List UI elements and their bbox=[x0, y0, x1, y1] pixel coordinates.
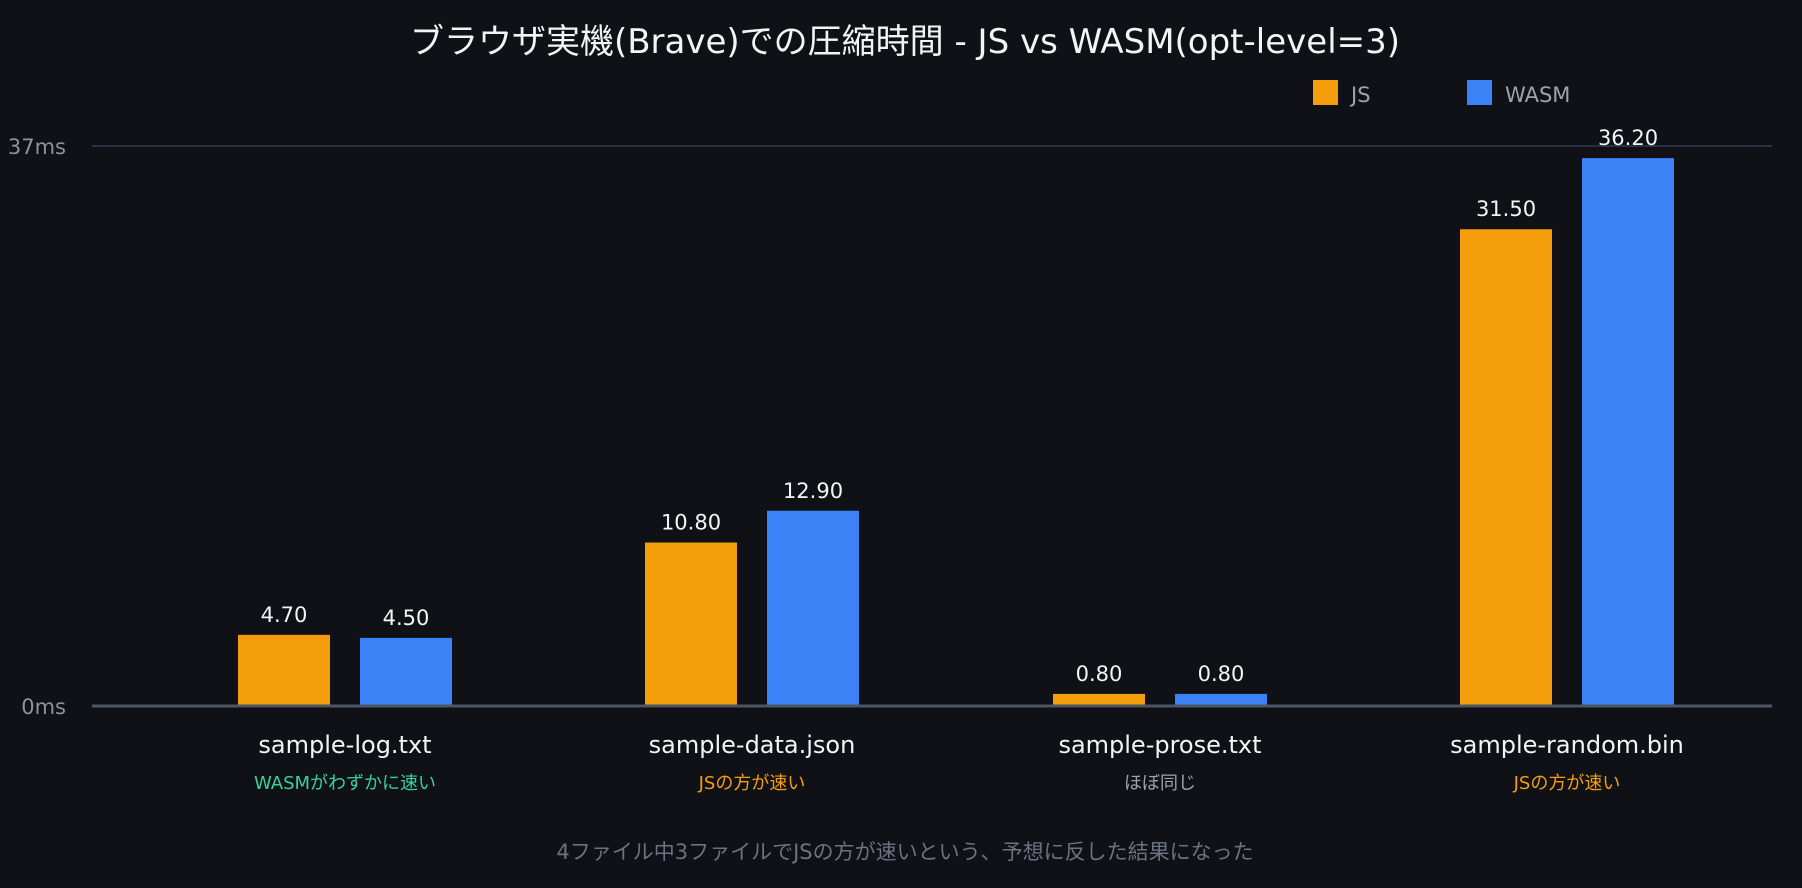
y-tick-label: 0ms bbox=[21, 695, 66, 719]
value-label-wasm-3: 0.80 bbox=[1198, 662, 1245, 686]
bar-js-2 bbox=[645, 542, 737, 706]
value-label-js-2: 10.80 bbox=[661, 511, 721, 535]
legend: JS WASM bbox=[1313, 80, 1570, 107]
bar-wasm-2 bbox=[767, 510, 859, 706]
bar-wasm-4 bbox=[1582, 158, 1674, 707]
y-axis-ticks: 0ms 37ms bbox=[8, 135, 66, 719]
value-label-js-4: 31.50 bbox=[1476, 197, 1536, 221]
category-note: ほぼ同じ bbox=[1124, 773, 1196, 794]
value-label-wasm-2: 12.90 bbox=[783, 479, 843, 503]
bar-js-1 bbox=[238, 634, 330, 706]
category-label: sample-data.json bbox=[649, 731, 856, 759]
legend-swatch-wasm bbox=[1467, 80, 1492, 105]
value-label-js-3: 0.80 bbox=[1076, 662, 1123, 686]
footnote: 4ファイル中3ファイルでJSの方が速いという、予想に反した結果になった bbox=[556, 840, 1253, 864]
category-notes: WASMがわずかに速い JSの方が速い ほぼ同じ JSの方が速い bbox=[254, 773, 1620, 794]
legend-swatch-js bbox=[1313, 80, 1338, 105]
value-label-wasm-4: 36.20 bbox=[1598, 126, 1658, 150]
value-labels: 4.70 4.50 10.80 12.90 0.80 0.80 31.50 36.20 bbox=[261, 126, 1658, 686]
value-label-wasm-1: 4.50 bbox=[383, 606, 430, 630]
category-label: sample-prose.txt bbox=[1058, 731, 1261, 759]
chart-title: ブラウザ実機(Brave)での圧縮時間 - JS vs WASM(opt-lev… bbox=[410, 22, 1400, 62]
category-note: JSの方が速い bbox=[1513, 773, 1621, 794]
legend-label-wasm: WASM bbox=[1505, 83, 1570, 107]
category-note: WASMがわずかに速い bbox=[254, 773, 436, 794]
value-label-js-1: 4.70 bbox=[261, 603, 308, 627]
bar-js-4 bbox=[1460, 229, 1552, 707]
y-tick-label: 37ms bbox=[8, 135, 66, 159]
bar-wasm-3 bbox=[1175, 693, 1267, 706]
category-label: sample-random.bin bbox=[1450, 731, 1684, 759]
category-note: JSの方が速い bbox=[698, 773, 806, 794]
bar-js-3 bbox=[1053, 693, 1145, 706]
category-label: sample-log.txt bbox=[258, 731, 431, 759]
bar-wasm-1 bbox=[360, 637, 452, 706]
category-labels: sample-log.txt sample-data.json sample-pro… bbox=[258, 731, 1683, 759]
legend-label-js: JS bbox=[1349, 83, 1371, 107]
bars bbox=[238, 158, 1674, 707]
